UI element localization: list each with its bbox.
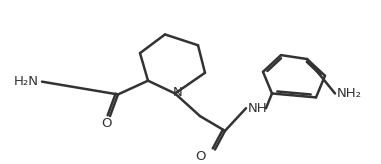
Text: O: O xyxy=(196,150,206,163)
Text: O: O xyxy=(101,117,111,131)
Text: NH: NH xyxy=(248,102,267,115)
Text: NH₂: NH₂ xyxy=(337,87,362,100)
Text: H₂N: H₂N xyxy=(14,75,39,88)
Text: N: N xyxy=(173,86,183,99)
